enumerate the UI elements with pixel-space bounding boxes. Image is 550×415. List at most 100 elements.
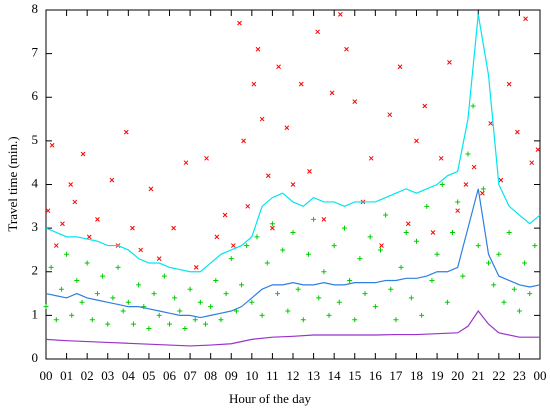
data-point [167,321,172,327]
data-point [414,138,419,144]
x-tick-label: 14 [328,368,342,383]
y-tick-label: 5 [32,132,39,147]
data-point [197,299,203,305]
data-point [183,160,189,166]
data-point [270,225,275,231]
data-point [182,325,188,331]
data-point [284,125,290,131]
data-point [307,169,312,174]
y-axis-label: Travel time (min.) [5,136,20,231]
data-point [94,291,100,297]
data-point [337,12,343,17]
data-point [475,243,481,249]
data-point [105,321,111,327]
data-point [357,256,363,262]
data-point [532,243,538,249]
data-point [171,225,176,231]
data-point [69,312,75,318]
data-point [383,212,389,218]
data-point [58,286,64,292]
data-point [321,269,327,275]
data-point [506,229,512,235]
data-point [388,286,394,292]
x-tick-label: 10 [245,368,258,383]
data-point [156,256,162,262]
data-point [148,186,154,192]
data-point [329,90,335,96]
data-point [204,155,209,161]
data-point [344,46,349,52]
data-point [347,277,353,283]
y-tick-label: 2 [32,263,39,278]
data-point [249,299,255,305]
y-tick-label: 3 [32,219,39,234]
data-point [213,277,219,283]
y-tick-label: 0 [32,350,39,365]
data-point [264,260,270,266]
data-point [130,225,135,231]
data-point [208,304,214,310]
data-point [192,317,198,323]
y-tick-label: 1 [32,306,39,321]
data-point [245,203,251,209]
x-tick-label: 22 [492,368,505,383]
data-point [515,129,520,135]
x-tick-label: 04 [122,368,136,383]
x-tick-label: 00 [40,368,53,383]
data-point [379,243,384,248]
data-point [463,182,469,187]
data-point [138,247,144,253]
data-point [125,299,131,305]
data-point [506,81,512,87]
x-tick-label: 15 [348,368,361,383]
data-point [471,164,477,170]
data-point [447,59,452,65]
data-point [290,229,296,235]
data-point [491,282,497,288]
data-point [156,312,162,318]
data-point [49,142,55,148]
data-point [275,291,281,297]
data-point [336,299,342,305]
data-point [315,29,321,35]
data-point [460,273,466,279]
data-point [465,151,471,157]
data-point [311,216,317,222]
data-point [480,186,486,192]
data-point [429,277,435,283]
data-point [80,151,86,157]
data-point [115,264,121,270]
data-point [387,112,393,118]
data-point [123,129,129,135]
data-point [187,286,193,292]
data-point [136,282,142,288]
data-point [222,212,228,218]
data-point [84,260,90,266]
data-point [95,217,100,222]
data-point [480,190,485,196]
x-tick-label: 03 [101,368,114,383]
data-point [151,291,157,297]
data-point [496,251,502,257]
data-point [523,16,528,22]
x-tick-label: 19 [431,368,444,383]
x-tick-label: 21 [472,368,485,383]
data-point [305,251,311,257]
data-point [290,182,296,187]
data-point [439,182,445,187]
data-point [438,155,444,161]
data-point [193,265,199,270]
data-point [60,221,65,227]
x-tick-label: 05 [142,368,155,383]
data-point [72,199,78,205]
x-tick-label: 17 [389,368,403,383]
y-tick-label: 8 [32,1,39,16]
data-point [161,273,167,279]
x-tick-label: 23 [513,368,526,383]
data-point [455,199,461,205]
data-point [430,230,436,235]
data-point [516,308,522,314]
data-point [367,234,373,240]
data-point [64,251,70,257]
